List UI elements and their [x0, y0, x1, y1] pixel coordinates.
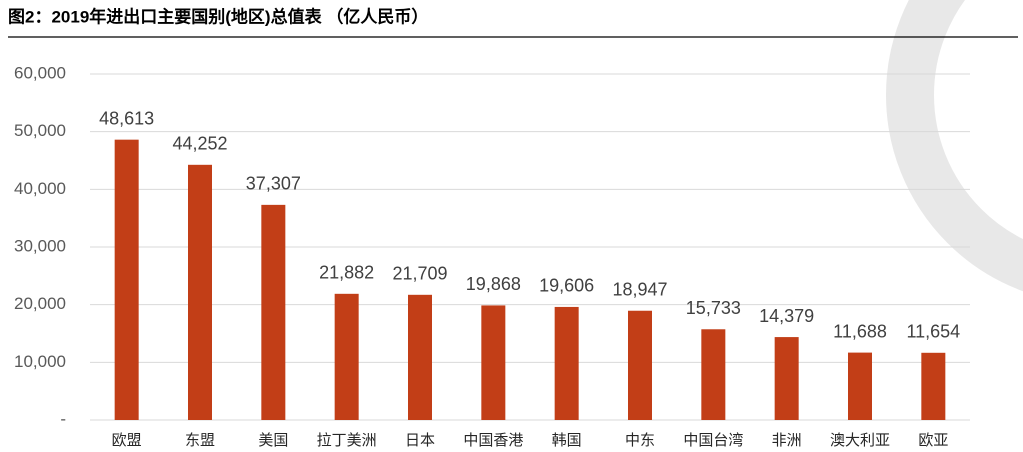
bar	[848, 352, 872, 420]
y-tick-label: 10,000	[14, 352, 66, 371]
bar	[481, 305, 506, 420]
x-tick-label: 东盟	[185, 432, 215, 449]
value-label: 14,379	[759, 306, 814, 326]
bar	[628, 310, 652, 420]
y-tick-label: 30,000	[14, 236, 66, 255]
y-tick-label: 20,000	[14, 294, 66, 313]
y-tick-label: -	[60, 409, 66, 428]
x-tick-label: 中东	[625, 432, 655, 449]
bar	[261, 204, 286, 420]
value-label: 21,882	[319, 263, 374, 283]
bar	[408, 294, 432, 420]
value-label: 48,613	[99, 108, 154, 128]
x-tick-label: 中国香港	[463, 432, 523, 449]
x-tick-label: 欧盟	[112, 432, 142, 449]
bar	[774, 337, 799, 420]
bar	[921, 352, 946, 420]
bar	[114, 139, 139, 420]
value-label: 19,606	[539, 276, 594, 296]
x-tick-label: 拉丁美洲	[317, 432, 377, 449]
bar	[554, 306, 579, 420]
value-label: 44,252	[172, 134, 227, 154]
decoration	[886, 0, 1023, 292]
y-tick-label: 50,000	[14, 121, 66, 140]
value-label: 19,868	[466, 274, 521, 294]
x-tick-label: 日本	[405, 432, 435, 449]
value-label: 37,307	[246, 174, 301, 194]
y-tick-label: 40,000	[14, 179, 66, 198]
x-tick-label: 欧亚	[918, 432, 948, 449]
value-label: 11,654	[906, 322, 960, 342]
bar	[334, 293, 359, 420]
x-tick-label: 澳大利亚	[830, 432, 890, 449]
x-tick-label: 中国台湾	[683, 432, 743, 449]
x-tick-label: 非洲	[772, 432, 802, 449]
x-tick-label: 美国	[258, 432, 288, 449]
bar	[701, 329, 726, 420]
value-label: 18,947	[612, 279, 667, 299]
x-tick-label: 韩国	[552, 432, 582, 449]
value-label: 21,709	[392, 264, 447, 284]
y-tick-label: 60,000	[14, 63, 66, 82]
chart-title: 图2：2019年进出口主要国别(地区)总值表 （亿人民币）	[8, 6, 428, 26]
value-label: 15,733	[686, 298, 741, 318]
bar	[188, 164, 212, 420]
value-label: 11,688	[833, 321, 887, 341]
